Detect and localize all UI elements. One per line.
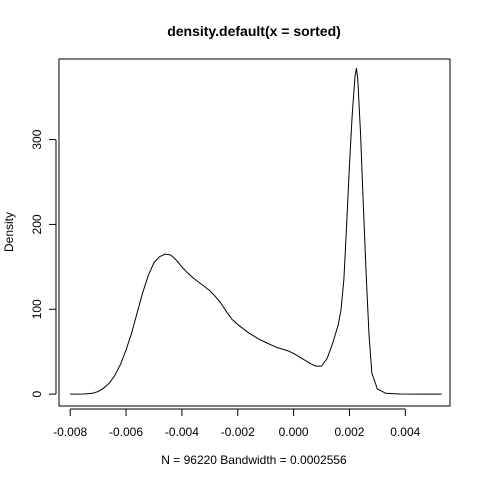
x-tick-label: -0.008 <box>53 425 87 439</box>
density-curve <box>70 67 442 395</box>
chart-title: density.default(x = sorted) <box>167 23 341 39</box>
y-tick-label: 100 <box>30 299 44 319</box>
x-tick-label: -0.002 <box>221 425 255 439</box>
x-tick-label: 0.004 <box>390 425 420 439</box>
x-axis: -0.008 -0.006 -0.004 -0.002 0.000 0.002 0.004 <box>53 408 421 439</box>
x-axis-label: N = 96220 Bandwidth = 0.0002556 <box>161 453 347 467</box>
y-axis-label: Density <box>2 212 16 252</box>
x-tick-label: 0.000 <box>279 425 309 439</box>
x-tick-label: -0.004 <box>165 425 199 439</box>
x-tick-label: -0.006 <box>109 425 143 439</box>
y-tick-label: 0 <box>30 390 44 397</box>
y-tick-label: 300 <box>30 129 44 149</box>
y-tick-label: 200 <box>30 214 44 234</box>
x-tick-label: 0.002 <box>334 425 364 439</box>
plot-frame <box>58 58 451 407</box>
y-axis: 0 100 200 300 <box>30 129 57 397</box>
